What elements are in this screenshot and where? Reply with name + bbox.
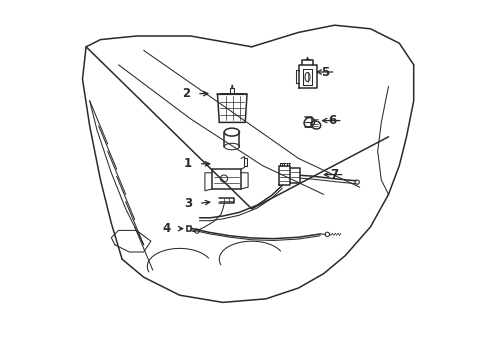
Text: 6: 6	[327, 114, 336, 127]
Text: 3: 3	[184, 197, 192, 210]
Text: 1: 1	[184, 157, 192, 170]
Text: 5: 5	[320, 66, 328, 78]
Text: 7: 7	[329, 168, 337, 181]
Text: 2: 2	[182, 87, 190, 100]
Text: 4: 4	[162, 222, 170, 235]
